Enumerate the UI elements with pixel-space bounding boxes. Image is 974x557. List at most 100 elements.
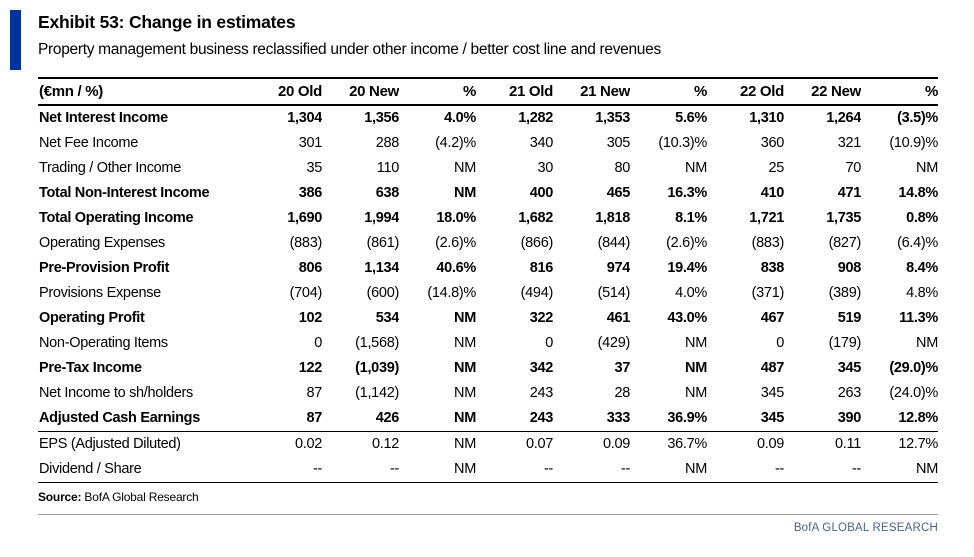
brand-text: BofA GLOBAL RESEARCH bbox=[793, 522, 938, 534]
table-cell: (1,568) bbox=[355, 335, 399, 351]
table-cell: (514) bbox=[597, 285, 630, 301]
row-label: Non-Operating Items bbox=[39, 335, 168, 351]
table-cell: 28 bbox=[614, 385, 630, 401]
table-cell: 534 bbox=[375, 310, 399, 326]
table-cell: 1,818 bbox=[595, 210, 630, 226]
row-label: Adjusted Cash Earnings bbox=[39, 410, 200, 426]
table-cell: 426 bbox=[375, 410, 399, 426]
table-cell: NM bbox=[454, 310, 476, 326]
table-cell: NM bbox=[916, 160, 938, 176]
table-cell: 43.0% bbox=[667, 310, 707, 326]
column-header: 20 New bbox=[349, 83, 399, 100]
table-cell: 25 bbox=[768, 160, 784, 176]
table-cell: (866) bbox=[520, 235, 553, 251]
table-cell: 386 bbox=[298, 185, 322, 201]
table-cell: 80 bbox=[614, 160, 630, 176]
table-cell: 12.7% bbox=[898, 436, 938, 452]
column-header-label: (€mn / %) bbox=[39, 83, 103, 100]
exhibit-content: Exhibit 53: Change in estimates Property… bbox=[38, 10, 938, 534]
table-cell: 11.3% bbox=[899, 310, 938, 326]
table-cell: 519 bbox=[837, 310, 861, 326]
table-cell: NM bbox=[685, 461, 707, 477]
table-cell: 288 bbox=[375, 135, 399, 151]
table-cell: (1,039) bbox=[355, 360, 399, 376]
table-row: Provisions Expense (704) (600) (14.8)% (494)… bbox=[38, 281, 938, 306]
table-cell: (883) bbox=[751, 235, 784, 251]
source-text: BofA Global Research bbox=[84, 490, 199, 504]
table-cell: -- bbox=[389, 461, 399, 477]
table-cell: 1,994 bbox=[364, 210, 399, 226]
column-header: % bbox=[924, 83, 938, 100]
exhibit-title-text: Change in estimates bbox=[128, 12, 296, 32]
row-label: Total Non-Interest Income bbox=[39, 185, 210, 201]
row-label: Total Operating Income bbox=[39, 210, 194, 226]
table-cell: NM bbox=[916, 461, 938, 477]
table-cell: NM bbox=[454, 385, 476, 401]
table-cell: (24.0)% bbox=[889, 385, 938, 401]
table-row: Trading / Other Income 35 110 NM 30 80 NM 25 70 N… bbox=[38, 156, 938, 181]
table-cell: 1,134 bbox=[364, 260, 399, 276]
table-row: Adjusted Cash Earnings 87 426 NM 243 333 36.9%… bbox=[38, 406, 938, 432]
table-cell: 345 bbox=[837, 360, 861, 376]
table-cell: 8.1% bbox=[675, 210, 707, 226]
table-cell: 390 bbox=[837, 410, 861, 426]
row-label: Net Interest Income bbox=[39, 110, 168, 126]
column-header: 21 New bbox=[580, 83, 630, 100]
table-cell: 465 bbox=[606, 185, 630, 201]
table-cell: NM bbox=[454, 436, 476, 452]
exhibit-accent-bar bbox=[10, 10, 21, 70]
estimates-table: (€mn / %) 20 Old 20 New% 21 Old 21 New% 22 Ol… bbox=[38, 77, 938, 483]
table-cell: 5.6% bbox=[675, 110, 707, 126]
table-cell: 0.09 bbox=[602, 436, 630, 452]
table-cell: (861) bbox=[366, 235, 399, 251]
table-cell: (2.6)% bbox=[435, 235, 476, 251]
table-cell: (6.4)% bbox=[897, 235, 938, 251]
table-row: Net Interest Income 1,304 1,356 4.0% 1,282 1,… bbox=[38, 105, 938, 131]
table-row: Operating Profit 102 534 NM 322 461 43.0% 467 51… bbox=[38, 306, 938, 331]
table-cell: 110 bbox=[376, 160, 399, 176]
table-cell: 1,735 bbox=[826, 210, 861, 226]
row-label: Dividend / Share bbox=[39, 461, 142, 477]
table-cell: (2.6)% bbox=[666, 235, 707, 251]
table-cell: 0.09 bbox=[756, 436, 784, 452]
table-row: Non-Operating Items 0 (1,568) NM 0 (429) NM 0 (1… bbox=[38, 331, 938, 356]
row-label: Net Fee Income bbox=[39, 135, 138, 151]
table-cell: 322 bbox=[529, 310, 553, 326]
table-cell: NM bbox=[454, 360, 476, 376]
row-label: Trading / Other Income bbox=[39, 160, 181, 176]
table-cell: (4.2)% bbox=[435, 135, 476, 151]
table-cell: 18.0% bbox=[436, 210, 476, 226]
row-label: Operating Profit bbox=[39, 310, 145, 326]
table-cell: 1,690 bbox=[287, 210, 322, 226]
table-cell: (389) bbox=[828, 285, 861, 301]
row-label: Net Income to sh/holders bbox=[39, 385, 193, 401]
table-cell: 70 bbox=[845, 160, 861, 176]
column-header: % bbox=[462, 83, 476, 100]
table-cell: NM bbox=[454, 461, 476, 477]
table-cell: 4.0% bbox=[675, 285, 707, 301]
table-cell: 12.8% bbox=[898, 410, 938, 426]
table-cell: NM bbox=[685, 160, 707, 176]
table-cell: 1,310 bbox=[749, 110, 784, 126]
table-cell: 1,264 bbox=[826, 110, 861, 126]
column-header: 20 Old bbox=[277, 83, 322, 100]
table-cell: 87 bbox=[306, 410, 322, 426]
table-cell: 342 bbox=[529, 360, 553, 376]
table-cell: 40.6% bbox=[436, 260, 476, 276]
table-cell: NM bbox=[685, 385, 707, 401]
table-cell: 0.8% bbox=[906, 210, 938, 226]
table-cell: (600) bbox=[366, 285, 399, 301]
table-cell: (179) bbox=[828, 335, 861, 351]
column-header: 22 New bbox=[811, 83, 861, 100]
table-cell: 1,353 bbox=[595, 110, 630, 126]
table-row: Net Fee Income 301 288 (4.2)% 340 305 (10.3)% 3… bbox=[38, 131, 938, 156]
table-cell: 340 bbox=[529, 135, 553, 151]
table-cell: (371) bbox=[751, 285, 784, 301]
table-cell: NM bbox=[916, 335, 938, 351]
table-cell: NM bbox=[454, 410, 476, 426]
table-cell: 8.4% bbox=[906, 260, 938, 276]
source-note: Source: BofA Global Research bbox=[38, 490, 938, 505]
table-cell: 1,304 bbox=[287, 110, 322, 126]
table-cell: 345 bbox=[760, 410, 784, 426]
table-cell: 1,721 bbox=[749, 210, 784, 226]
